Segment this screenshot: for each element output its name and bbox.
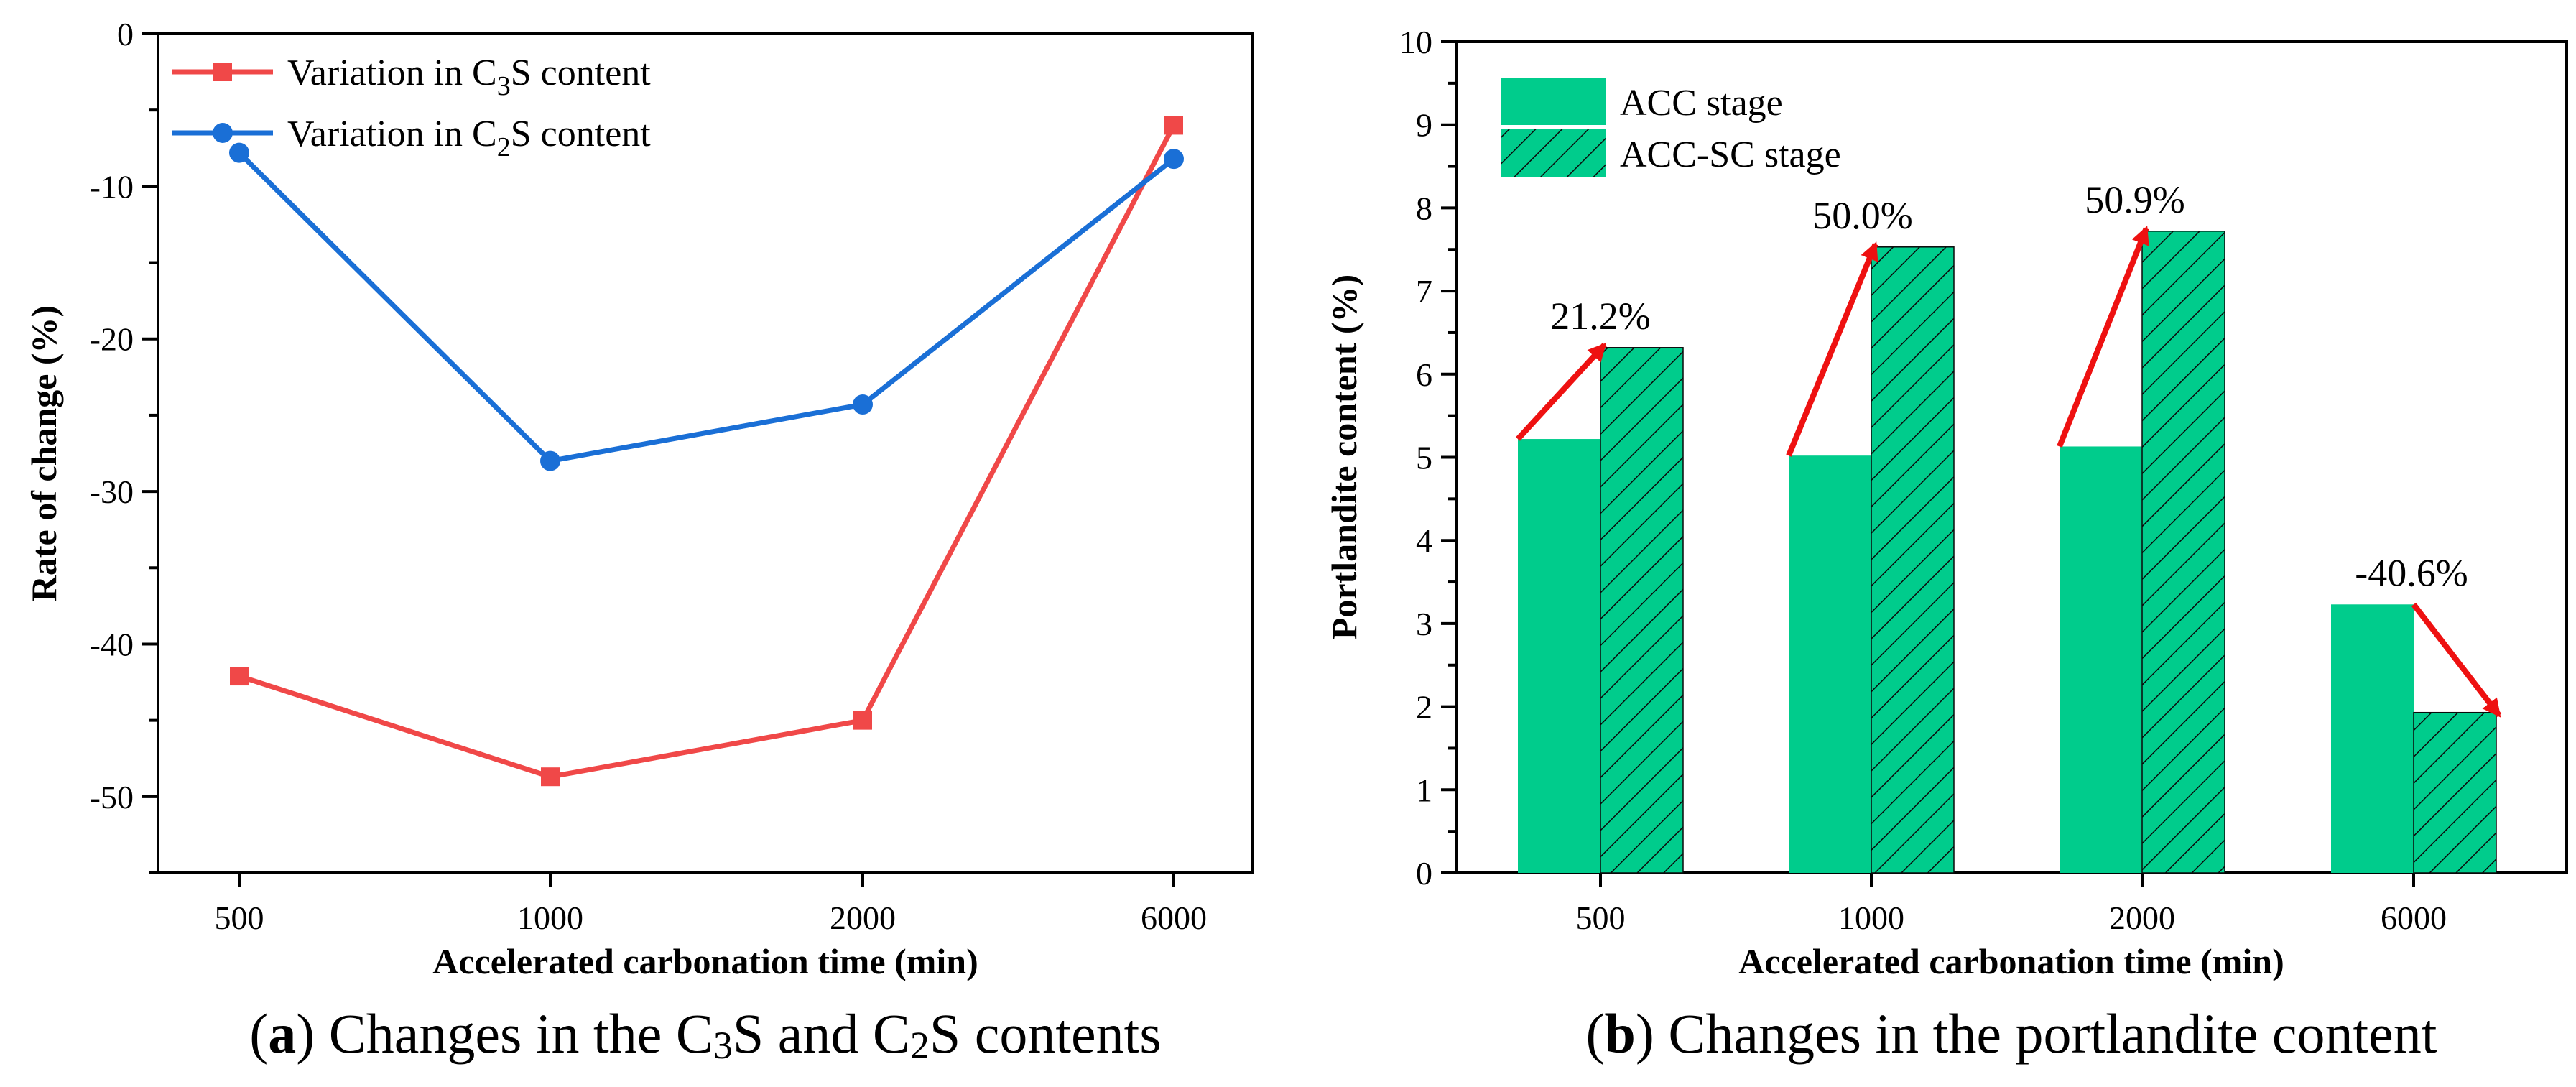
y-tick-label-b-1: 1 <box>1416 772 1432 808</box>
panel-b-bar-chart: 0 1 2 3 4 5 6 7 8 9 10 500 1000 2000 6000 21.2% 50.0% 5… <box>1324 24 2568 1065</box>
data-point-s0-3 <box>1164 116 1183 135</box>
series-line-1 <box>237 151 1176 464</box>
y-tick-label-a-3: -30 <box>90 473 134 510</box>
y-tick-label-b-8: 8 <box>1416 190 1432 226</box>
data-point-s0-2 <box>853 711 872 730</box>
x-tick-label-a-3: 6000 <box>1141 899 1207 936</box>
legend-b: ACC stage ACC-SC stage <box>1501 78 1841 177</box>
x-tick-label-b-0: 500 <box>1576 899 1626 936</box>
plot-frame-a <box>157 32 1254 874</box>
x-tick-label-b-2: 2000 <box>2109 899 2175 936</box>
change-label-1: 50.0% <box>1812 194 1912 237</box>
bar-acc-sc-2 <box>2141 231 2225 874</box>
change-arrow-0 <box>1516 342 1607 441</box>
y-tick-label-b-10: 10 <box>1399 24 1432 60</box>
y-axis-label-b: Portlandite content (%) <box>1324 274 1364 639</box>
y-tick-label-b-5: 5 <box>1416 440 1432 476</box>
y-tick-label-a-0: 0 <box>117 16 134 52</box>
series-line-0 <box>238 124 1177 780</box>
bar-acc-sc-1 <box>1871 246 1955 874</box>
change-arrow-1 <box>1786 241 1878 457</box>
change-label-0: 21.2% <box>1550 295 1650 338</box>
x-tick-label-b-3: 6000 <box>2381 899 2447 936</box>
bar-acc-sc-3 <box>2413 711 2497 874</box>
x-tick-label-a-0: 500 <box>215 899 264 936</box>
y-tick-label-b-3: 3 <box>1416 606 1432 642</box>
y-axis-b: 0 1 2 3 4 5 6 7 8 9 10 <box>1399 24 1457 892</box>
y-axis-a: 0 -10 -20 -30 -40 -50 <box>90 16 158 874</box>
x-axis-a: 500 1000 2000 6000 <box>215 873 1207 936</box>
bar-acc-3 <box>2331 604 2414 873</box>
y-tick-label-b-7: 7 <box>1416 273 1432 310</box>
legend-a: Variation in C3S content Variation in C2… <box>172 52 651 162</box>
legend-item-acc: ACC stage <box>1501 78 1783 125</box>
series-a <box>229 116 1184 787</box>
legend-label-c3s: Variation in C3S content <box>287 52 651 101</box>
y-tick-label-a-1: -10 <box>90 168 134 205</box>
change-label-3: -40.6% <box>2355 551 2468 594</box>
data-point-s1-1 <box>540 450 560 471</box>
change-arrow-3 <box>2411 602 2502 718</box>
legend-swatch-acc <box>1501 78 1606 125</box>
bar-acc-0 <box>1518 439 1600 873</box>
bar-acc-sc-0 <box>1600 347 1684 874</box>
panel-a-line-chart: 0 -10 -20 -30 -40 -50 500 1000 2000 6000 Variati… <box>24 16 1254 1067</box>
legend-item-acc-sc: ACC-SC stage <box>1501 129 1841 177</box>
legend-marker-c3s <box>213 63 232 81</box>
change-label-2: 50.9% <box>2085 178 2184 221</box>
bars-b <box>1518 231 2497 874</box>
y-tick-label-b-6: 6 <box>1416 356 1432 393</box>
data-point-s0-1 <box>541 767 560 787</box>
x-tick-label-a-1: 1000 <box>517 899 583 936</box>
y-tick-label-b-4: 4 <box>1416 522 1432 559</box>
x-tick-label-a-2: 2000 <box>830 899 896 936</box>
legend-label-acc: ACC stage <box>1620 83 1783 124</box>
bar-acc-2 <box>2060 446 2142 873</box>
x-tick-label-b-1: 1000 <box>1838 899 1904 936</box>
x-axis-label-a: Accelerated carbonation time (min) <box>432 941 978 981</box>
data-point-s1-3 <box>1164 149 1184 170</box>
legend-marker-c2s <box>213 123 233 143</box>
caption-b: (b) Changes in the portlandite content <box>1586 1002 2437 1065</box>
legend-item-c3s: Variation in C3S content <box>172 52 651 101</box>
change-arrow-2 <box>2057 226 2149 448</box>
bar-acc-1 <box>1789 455 1871 873</box>
legend-swatch-acc-sc <box>1501 129 1606 177</box>
y-tick-label-b-0: 0 <box>1416 855 1432 892</box>
y-tick-label-a-5: -50 <box>90 779 134 815</box>
caption-a: (a) Changes in the C3S and C2S contents <box>249 1002 1161 1067</box>
y-tick-label-a-2: -20 <box>90 321 134 358</box>
data-point-s1-2 <box>853 394 873 415</box>
arrows-b: 21.2% 50.0% 50.9% -40.6% <box>1516 178 2502 718</box>
y-axis-label-a: Rate of change (%) <box>24 305 64 601</box>
y-tick-label-a-4: -40 <box>90 626 134 662</box>
legend-item-c2s: Variation in C2S content <box>172 114 651 162</box>
y-tick-label-b-9: 9 <box>1416 107 1432 144</box>
data-point-s0-0 <box>230 667 249 686</box>
legend-label-acc-sc: ACC-SC stage <box>1620 134 1841 175</box>
x-axis-b: 500 1000 2000 6000 <box>1576 873 2447 936</box>
x-axis-label-b: Accelerated carbonation time (min) <box>1738 941 2284 981</box>
y-tick-label-b-2: 2 <box>1416 689 1432 726</box>
legend-label-c2s: Variation in C2S content <box>287 114 651 162</box>
data-point-s1-0 <box>229 142 249 163</box>
